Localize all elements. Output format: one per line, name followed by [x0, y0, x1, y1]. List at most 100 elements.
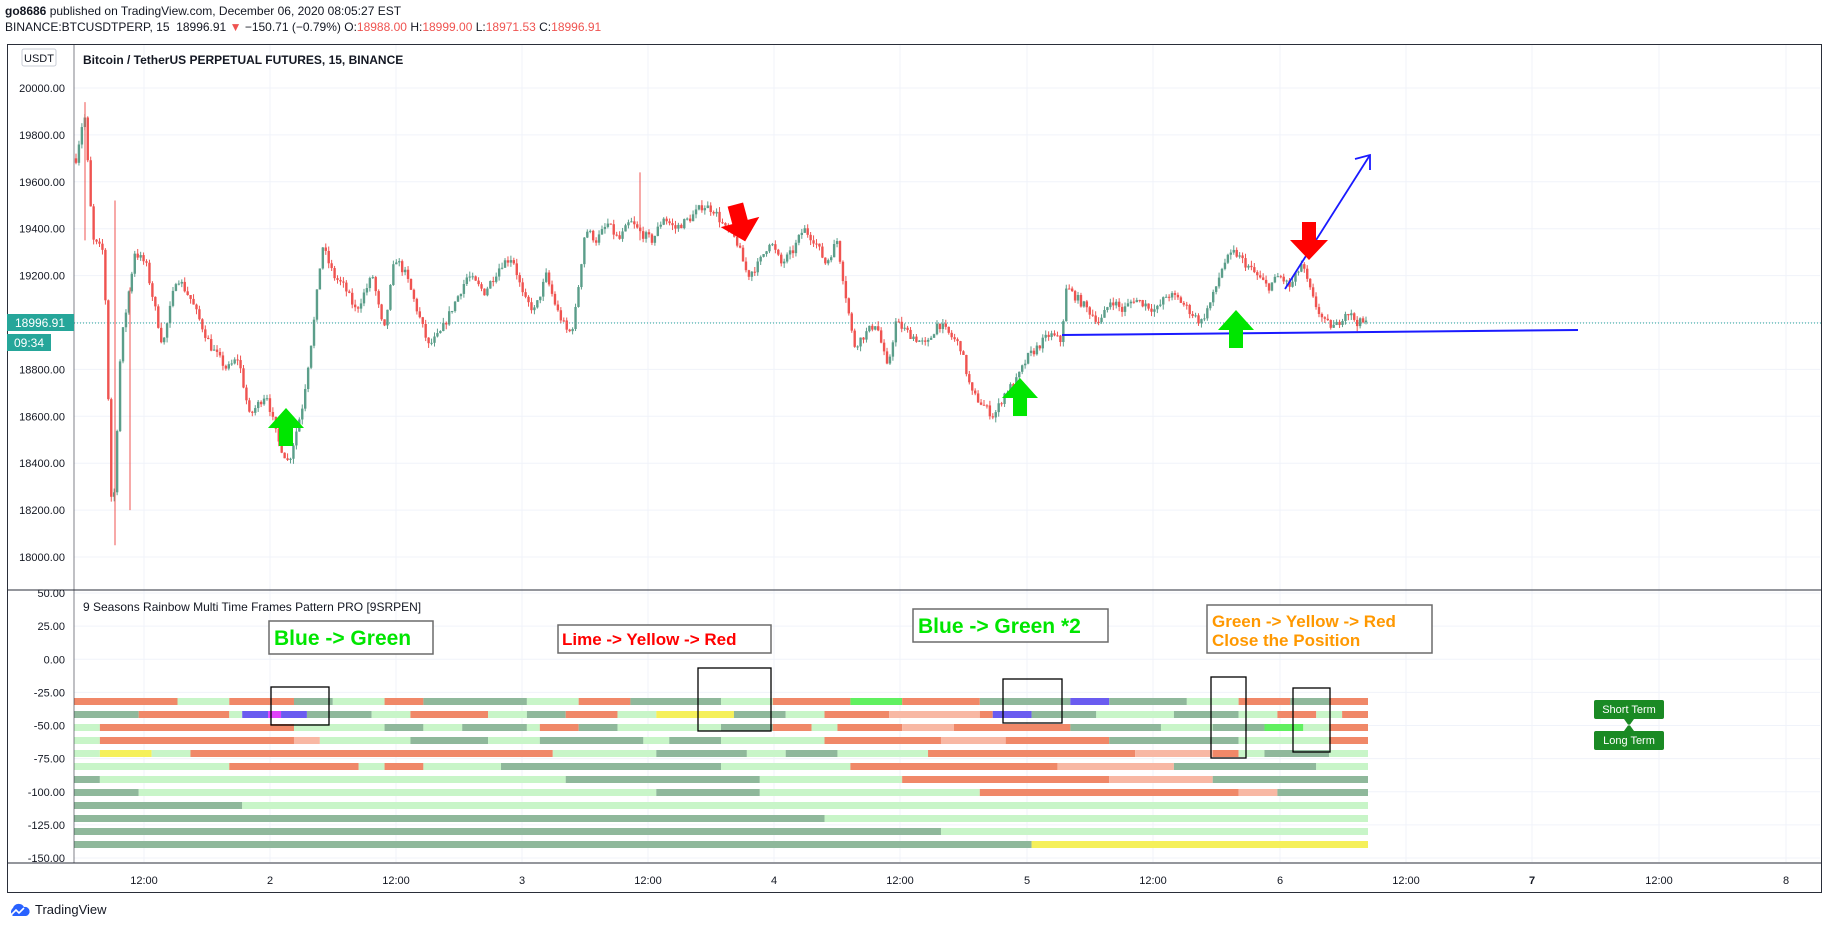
candle-body: [1235, 249, 1238, 257]
candle-body: [1120, 306, 1124, 312]
candle-body: [465, 277, 469, 285]
time-tick-label: 2: [267, 875, 273, 887]
candle-body: [844, 281, 848, 299]
candle-body: [1306, 268, 1309, 279]
candle-body: [1203, 318, 1206, 320]
tradingview-logo-icon[interactable]: [7, 903, 31, 917]
short-term-legend-box[interactable]: [1594, 700, 1664, 719]
candle-body: [101, 243, 104, 250]
candle-body: [1288, 280, 1291, 287]
footer-brand[interactable]: TradingView: [35, 902, 107, 917]
heatmap-cell: [785, 711, 825, 718]
highlight-box[interactable]: [1210, 676, 1247, 759]
candle-body: [233, 359, 236, 364]
heatmap-cell: [902, 724, 954, 731]
candle-body: [1097, 321, 1100, 323]
heatmap-cell: [1070, 698, 1110, 705]
candle-body: [544, 272, 548, 282]
candle-body: [659, 224, 662, 227]
candle-body: [503, 260, 507, 268]
candle-body: [982, 404, 986, 406]
candle-body: [874, 326, 877, 330]
close-value: 18996.91: [551, 20, 602, 34]
candle-body: [1041, 337, 1044, 349]
candle-body: [597, 234, 601, 243]
candle-body: [1197, 315, 1200, 324]
candle-body: [292, 445, 295, 459]
currency-badge-box[interactable]: [21, 48, 57, 67]
candle-body: [374, 277, 377, 292]
symbol-line: BINANCE:BTCUSDTPERP, 15: [5, 20, 170, 34]
heatmap-cell: [74, 841, 1032, 848]
candle-body: [218, 351, 222, 356]
candle-body: [500, 267, 504, 269]
heatmap-cell: [785, 750, 838, 757]
price-change: −150.71 (−0.79%): [244, 20, 341, 34]
candle-body: [750, 271, 754, 277]
candle-body: [1109, 302, 1112, 308]
heatmap-cell: [1186, 698, 1239, 705]
candle-body: [283, 452, 286, 459]
time-axis: 12:00 2 12:00 3 12:00 4 12:00 5 12:00 6 12:00 7 12:0…: [7, 45, 1822, 887]
heatmap-cell: [1303, 724, 1330, 731]
candle-body: [647, 232, 651, 235]
candle-body: [509, 260, 513, 263]
candle-body: [909, 329, 912, 340]
highlight-box[interactable]: [1292, 687, 1331, 753]
annotation-label-2: Lime -> Yellow -> Red: [562, 630, 736, 649]
oscillator-tick-label: 50.00: [37, 588, 65, 600]
candle-body: [207, 337, 210, 340]
annotation-box-1[interactable]: [268, 620, 434, 655]
time-tick-label: 12:00: [886, 875, 914, 887]
candle-body: [450, 311, 454, 313]
annotation-box-2[interactable]: [557, 624, 772, 654]
highlight-box[interactable]: [270, 686, 330, 726]
candle-body: [827, 260, 830, 264]
candle-body: [415, 298, 419, 312]
candle-body: [888, 356, 892, 364]
heatmap-cell: [1109, 737, 1239, 744]
publisher-name[interactable]: go8686: [5, 4, 47, 18]
candle-body: [442, 322, 445, 332]
time-tick-label: 4: [771, 875, 777, 887]
heatmap-cell: [74, 737, 100, 744]
candle-body: [1059, 335, 1062, 343]
annotation-box-4[interactable]: [1206, 604, 1433, 654]
time-tick-label: 7: [1529, 875, 1535, 887]
candle-body: [1065, 288, 1068, 322]
candle-body: [524, 292, 527, 297]
candle-body: [89, 160, 92, 207]
candle-body: [512, 260, 516, 264]
support-line[interactable]: [1061, 329, 1579, 336]
candle-body: [1138, 300, 1141, 302]
candle-body: [997, 403, 1000, 413]
heatmap-cell: [565, 776, 760, 783]
chart-canvas[interactable]: 20000.00 19800.00 19600.00 19400.00 19200.00…: [0, 0, 1828, 900]
high-label: H:: [410, 20, 423, 34]
candle-body: [95, 239, 98, 242]
heatmap-cell: [928, 750, 1136, 757]
candle-body: [409, 278, 413, 290]
projection-arrow-line[interactable]: [1284, 154, 1371, 290]
currency-badge[interactable]: USDT: [24, 53, 54, 65]
heatmap-cell: [578, 724, 618, 731]
candle-body: [1364, 320, 1368, 323]
annotation-box-3[interactable]: [912, 608, 1109, 643]
heatmap-cell: [99, 776, 566, 783]
heatmap-cell: [306, 711, 372, 718]
candle-body: [321, 247, 325, 269]
heatmap-cell: [229, 698, 294, 705]
candle-body: [1279, 276, 1282, 278]
highlight-box[interactable]: [1002, 678, 1063, 724]
candle-body: [1332, 324, 1335, 328]
candle-body: [330, 263, 333, 269]
highlight-box[interactable]: [697, 667, 772, 732]
candle-body: [265, 398, 269, 400]
time-tick-label: 6: [1277, 875, 1283, 887]
heatmap-cell: [1329, 737, 1368, 744]
long-term-legend-box[interactable]: [1594, 731, 1664, 750]
heatmap-cell: [526, 724, 540, 731]
candle-body: [121, 327, 125, 362]
candle-body: [356, 307, 360, 309]
heatmap-cell: [759, 789, 980, 796]
